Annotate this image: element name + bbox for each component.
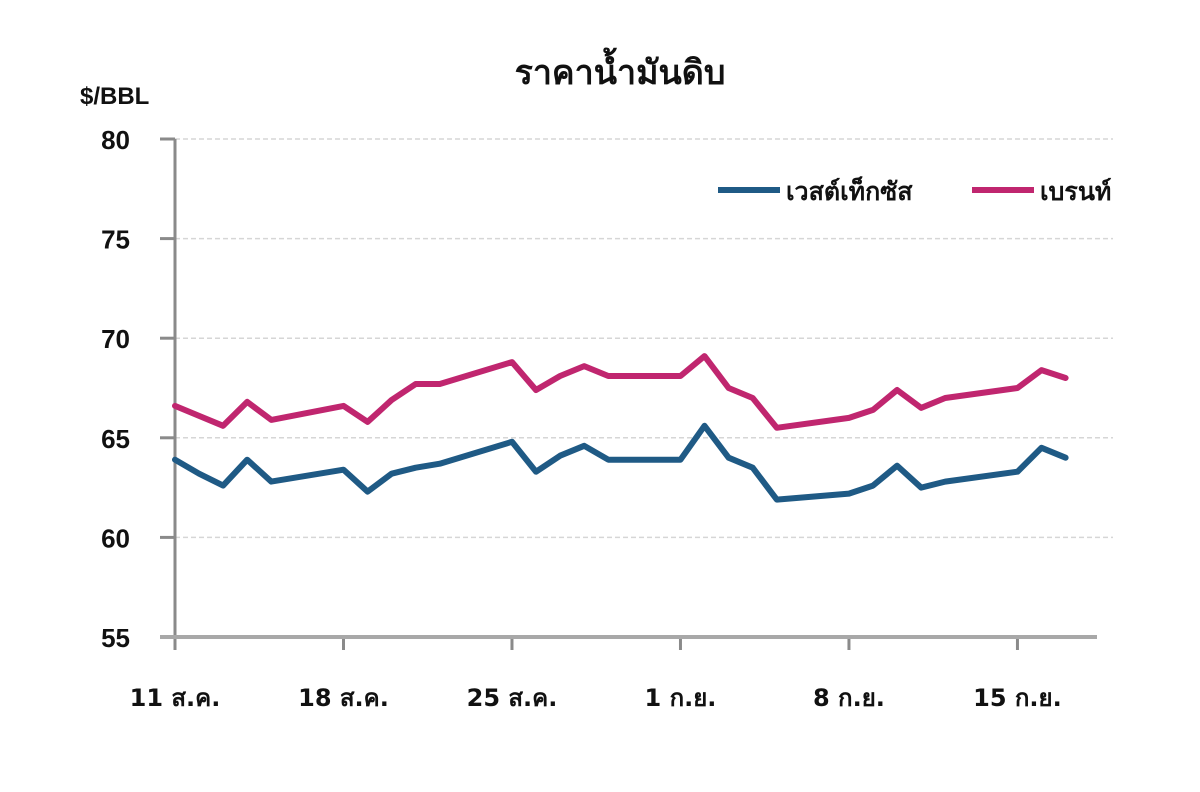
legend: เวสต์เท็กซัส เบรนท์	[718, 176, 1111, 206]
y-axis-unit-label: $/BBL	[80, 83, 149, 110]
series-lines	[172, 353, 1069, 503]
y-tick-label: 80	[101, 125, 130, 155]
series-line-brent	[172, 353, 1069, 431]
y-tick-label: 65	[101, 424, 130, 454]
chart-title: ราคาน้ำมันดิบ	[515, 47, 726, 93]
legend-label-brent: เบรนท์	[1040, 177, 1111, 206]
y-axis-ticks: 55 60 65 70 75 80	[101, 125, 175, 653]
x-axis-ticks: 11 ส.ค. 18 ส.ค. 25 ส.ค. 1 ก.ย. 8 ก.ย. 15 ก.ย.	[130, 637, 1062, 712]
x-tick-label: 18 ส.ค.	[298, 684, 389, 712]
y-tick-label: 75	[101, 225, 130, 255]
series-line-wti	[172, 422, 1069, 503]
x-tick-label: 25 ส.ค.	[467, 684, 558, 712]
gridlines	[175, 138, 1113, 539]
x-tick-label: 8 ก.ย.	[813, 684, 885, 712]
x-tick-label: 1 ก.ย.	[645, 684, 717, 712]
y-tick-label: 55	[101, 623, 130, 653]
legend-label-wti: เวสต์เท็กซัส	[786, 176, 913, 206]
y-tick-label: 70	[101, 324, 130, 354]
y-tick-label: 60	[101, 523, 130, 553]
x-tick-label: 15 ก.ย.	[973, 684, 1062, 712]
x-tick-label: 11 ส.ค.	[130, 684, 221, 712]
